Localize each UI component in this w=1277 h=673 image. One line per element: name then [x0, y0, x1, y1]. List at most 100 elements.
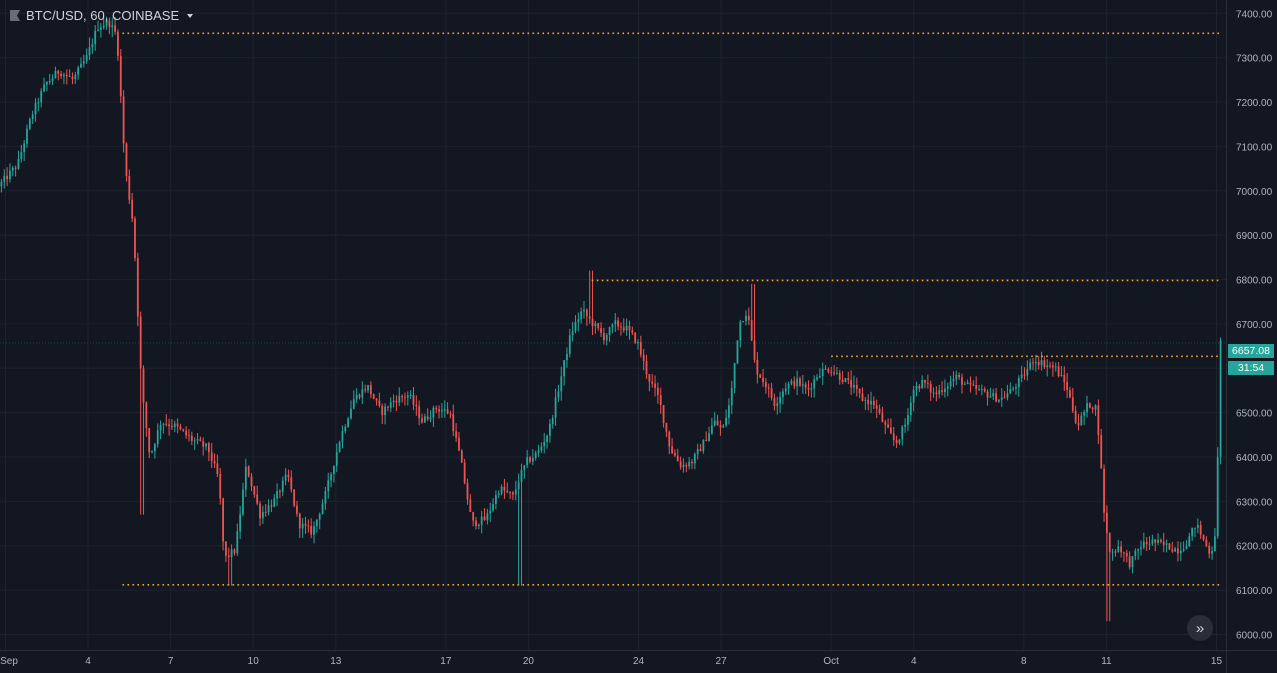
time-tick-label: 4: [85, 656, 91, 667]
candle-up: [489, 510, 492, 514]
candle-up: [367, 385, 369, 391]
candle-down: [969, 382, 972, 385]
candle-up: [782, 391, 784, 398]
caret-down-icon[interactable]: [187, 14, 194, 18]
grid: [0, 0, 1226, 650]
candle-down: [665, 422, 668, 432]
candle-down: [674, 453, 676, 456]
candle-down: [662, 405, 665, 423]
candle-up: [361, 389, 364, 398]
time-tick-label: 4: [911, 656, 917, 667]
candle-down: [585, 309, 588, 317]
candle-up: [9, 170, 11, 180]
price-tick-label: 7400.00: [1236, 9, 1273, 20]
candle-up: [1080, 415, 1083, 426]
candle-down: [1154, 539, 1157, 543]
candle-down: [1103, 468, 1105, 513]
candle-up: [392, 400, 395, 403]
candle-down: [372, 394, 375, 399]
flag-icon[interactable]: [10, 10, 20, 21]
candle-down: [458, 437, 460, 451]
candle-down: [1123, 552, 1125, 554]
candle-down: [1106, 512, 1108, 533]
candle-down: [654, 383, 656, 388]
candle-down: [1057, 366, 1060, 376]
candle-down: [1205, 539, 1208, 547]
candle-down: [381, 405, 384, 416]
candle-up: [429, 417, 432, 420]
candle-down: [767, 387, 770, 389]
candle-up: [281, 480, 284, 492]
candle-down: [807, 387, 810, 390]
candle-up: [267, 505, 270, 513]
candle-up: [1148, 543, 1151, 545]
candle-up: [20, 152, 23, 159]
candle-up: [153, 444, 156, 452]
candle-up: [921, 379, 924, 389]
candle-up: [313, 526, 315, 535]
candle-down: [827, 369, 830, 372]
candle-up: [43, 84, 45, 92]
candle-down: [645, 360, 648, 375]
price-tick-label: 6500.00: [1236, 409, 1273, 420]
candle-up: [583, 309, 585, 312]
candle-down: [227, 555, 230, 558]
candle-down: [438, 409, 440, 412]
candle-down: [185, 430, 188, 436]
price-axis[interactable]: 6000.00 6100.00 6200.00 6300.00 6400.00 6500.…: [1226, 0, 1273, 673]
symbol-title[interactable]: BTC/USD, 60, COINBASE: [26, 8, 180, 23]
symbol-header[interactable]: BTC/USD, 60, COINBASE: [10, 8, 194, 23]
candle-down: [449, 413, 452, 415]
candle-down: [830, 371, 833, 373]
candle-down: [918, 386, 921, 389]
candle-down: [125, 143, 128, 177]
candle-up: [1211, 551, 1213, 554]
candle-up: [1157, 539, 1159, 543]
candle-up: [40, 91, 43, 103]
candle-up: [77, 67, 80, 75]
candle-up: [702, 439, 705, 452]
time-axis[interactable]: Sep 4 7 10 13 17 20 24 27 Oct 4 8 11 15: [0, 650, 1277, 668]
candle-down: [750, 320, 753, 341]
candle-up: [1017, 377, 1020, 388]
candle-up: [1194, 527, 1196, 529]
price-tick-label: 6800.00: [1236, 276, 1273, 287]
candle-up: [495, 495, 497, 505]
candle-down: [986, 391, 989, 398]
candle-down: [705, 439, 708, 442]
candle-up: [344, 426, 347, 432]
candle-down: [617, 320, 620, 327]
candle-down: [773, 397, 776, 406]
candle-up: [236, 531, 239, 554]
candle-down: [1049, 365, 1051, 367]
candle-up: [949, 381, 952, 387]
candle-up: [546, 435, 548, 443]
candle-up: [423, 416, 426, 423]
candle-down: [298, 513, 301, 529]
candle-up: [898, 439, 901, 444]
candle-up: [111, 25, 114, 28]
candle-up: [864, 399, 867, 401]
candle-down: [108, 20, 111, 28]
candle-down: [375, 398, 378, 401]
candle-up: [1026, 368, 1029, 376]
candle-down: [887, 424, 889, 428]
candle-up: [1188, 536, 1191, 547]
candle-down: [1120, 546, 1123, 553]
candle-up: [801, 384, 804, 386]
time-tick-label: 27: [716, 656, 728, 667]
candle-up: [1054, 366, 1057, 368]
candle-down: [463, 462, 466, 484]
candle-up: [1213, 536, 1216, 552]
candle-up: [821, 369, 824, 376]
candle-down: [600, 328, 602, 333]
candle-up: [739, 321, 742, 341]
candle-down: [642, 354, 645, 361]
candle-down: [412, 395, 415, 405]
candle-down: [1003, 397, 1006, 399]
scroll-to-realtime-button[interactable]: »: [1187, 615, 1213, 641]
candle-up: [0, 181, 3, 187]
price-tick-label: 6300.00: [1236, 497, 1273, 508]
candle-up: [904, 424, 907, 427]
